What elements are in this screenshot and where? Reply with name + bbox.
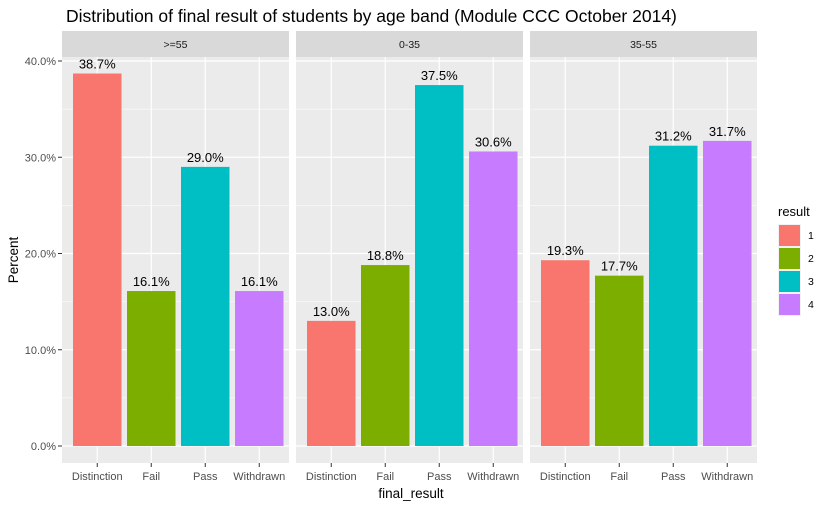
data-label: 16.1% [241, 274, 278, 289]
x-tick-label: Withdrawn [701, 471, 753, 483]
bar-35-55-Withdrawn [703, 140, 752, 446]
x-tick-label: Withdrawn [467, 471, 519, 483]
bar-35-55-Pass [649, 145, 698, 446]
data-label: 37.5% [421, 68, 458, 83]
bar->=55-Pass [181, 166, 230, 446]
x-tick-label: Distinction [540, 471, 591, 483]
chart-title: Distribution of final result of students… [66, 6, 677, 26]
data-label: 17.7% [601, 259, 638, 274]
y-axis-label: Percent [6, 236, 21, 283]
bar-35-55-Distinction [541, 260, 590, 446]
bar-35-55-Fail [595, 275, 644, 446]
facet-strip-1 [296, 31, 523, 57]
legend-swatch-4 [779, 294, 800, 315]
y-tick-label: 10.0% [25, 345, 56, 357]
legend: result 1 2 3 4 [778, 204, 814, 316]
legend-label: 1 [808, 230, 814, 242]
y-tick-label: 0.0% [31, 441, 56, 453]
data-label: 18.8% [367, 248, 404, 263]
x-tick-label: Fail [376, 471, 394, 483]
bar-0-35-Pass [415, 85, 464, 446]
data-label: 13.0% [313, 304, 350, 319]
legend-label: 4 [808, 299, 814, 311]
x-tick-label: Pass [193, 471, 218, 483]
x-tick-label: Distinction [72, 471, 123, 483]
data-label: 31.7% [709, 124, 746, 139]
y-tick-label: 20.0% [25, 249, 56, 261]
x-axis-label: final_result [378, 486, 444, 501]
x-tick-label: Pass [427, 471, 452, 483]
facet-strip-0 [62, 31, 289, 57]
x-tick-label: Fail [610, 471, 628, 483]
bar->=55-Withdrawn [235, 291, 284, 446]
bar-0-35-Withdrawn [469, 151, 518, 446]
legend-swatch-3 [779, 271, 800, 292]
x-tick-label: Withdrawn [233, 471, 285, 483]
facet-label-0: >=55 [164, 39, 188, 51]
bar->=55-Distinction [73, 73, 122, 446]
bar-0-35-Distinction [307, 320, 356, 446]
y-tick-label: 30.0% [25, 152, 56, 164]
bar-0-35-Fail [361, 265, 410, 446]
facet-strip-2 [530, 31, 757, 57]
legend-label: 3 [808, 276, 814, 288]
data-label: 30.6% [475, 134, 512, 149]
legend-title: result [778, 204, 810, 219]
x-tick-label: Fail [142, 471, 160, 483]
x-tick-label: Pass [661, 471, 686, 483]
legend-label: 2 [808, 253, 814, 265]
data-label: 16.1% [133, 274, 170, 289]
bar->=55-Fail [127, 291, 176, 446]
legend-swatch-2 [779, 248, 800, 269]
facet-label-1: 0-35 [399, 39, 420, 51]
plot-area: >=55 38.7% 16.1% 29.0% 16.1% Distinction Fail P… [25, 31, 757, 483]
x-tick-label: Distinction [306, 471, 357, 483]
data-label: 31.2% [655, 129, 692, 144]
facet-label-2: 35-55 [630, 39, 657, 51]
legend-swatch-1 [779, 225, 800, 246]
data-label: 19.3% [547, 243, 584, 258]
data-label: 29.0% [187, 150, 224, 165]
data-label: 38.7% [79, 57, 116, 72]
y-tick-label: 40.0% [25, 56, 56, 68]
